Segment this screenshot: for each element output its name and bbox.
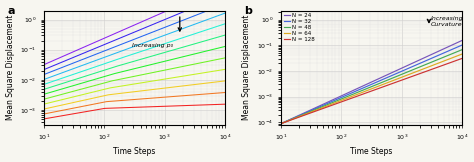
N = 32 [410,65,416,67]
N = 32 [300,113,306,115]
N = 48 [459,49,465,51]
N = 64 [409,72,415,74]
N = 24 [300,113,306,115]
N = 24 [350,90,356,92]
Y-axis label: Mean Square Displacement: Mean Square Displacement [243,15,252,120]
N = 48 [350,93,356,95]
N = 24 [459,39,465,41]
N = 48 [337,98,343,100]
Text: Increasing
Curvature: Increasing Curvature [431,16,464,27]
X-axis label: Time Steps: Time Steps [113,147,155,156]
N = 48 [409,69,415,71]
N = 32 [392,73,398,75]
Line: N = 24: N = 24 [281,40,462,124]
Y-axis label: Mean Square Displacement: Mean Square Displacement [6,15,15,120]
Line: N = 128: N = 128 [281,58,462,124]
N = 128 [410,75,416,77]
N = 128 [300,115,306,117]
N = 48 [410,69,416,71]
N = 128 [337,101,343,103]
N = 64 [300,114,306,116]
N = 24 [392,70,398,72]
N = 24 [337,96,343,98]
Text: Increasing p₀: Increasing p₀ [132,43,173,48]
N = 24 [278,123,284,125]
Line: N = 48: N = 48 [281,50,462,124]
N = 64 [350,95,356,97]
N = 64 [459,53,465,55]
N = 32 [459,44,465,46]
N = 128 [350,97,356,99]
N = 64 [278,123,284,125]
N = 64 [410,72,416,74]
Text: b: b [245,6,253,16]
N = 64 [392,79,398,81]
Text: a: a [8,6,15,16]
Line: N = 64: N = 64 [281,54,462,124]
Legend: N = 24, N = 32, N = 48, N = 64, N = 128: N = 24, N = 32, N = 48, N = 64, N = 128 [283,12,316,43]
N = 64 [337,100,343,102]
N = 128 [392,82,398,84]
N = 32 [409,66,415,68]
N = 32 [337,97,343,99]
X-axis label: Time Steps: Time Steps [350,147,393,156]
N = 128 [278,123,284,125]
N = 48 [278,123,284,125]
N = 48 [392,76,398,78]
N = 128 [409,75,415,77]
N = 128 [459,57,465,59]
N = 24 [410,62,416,64]
Line: N = 32: N = 32 [281,45,462,124]
N = 48 [300,114,306,116]
N = 32 [350,92,356,93]
N = 32 [278,123,284,125]
N = 24 [409,63,415,64]
